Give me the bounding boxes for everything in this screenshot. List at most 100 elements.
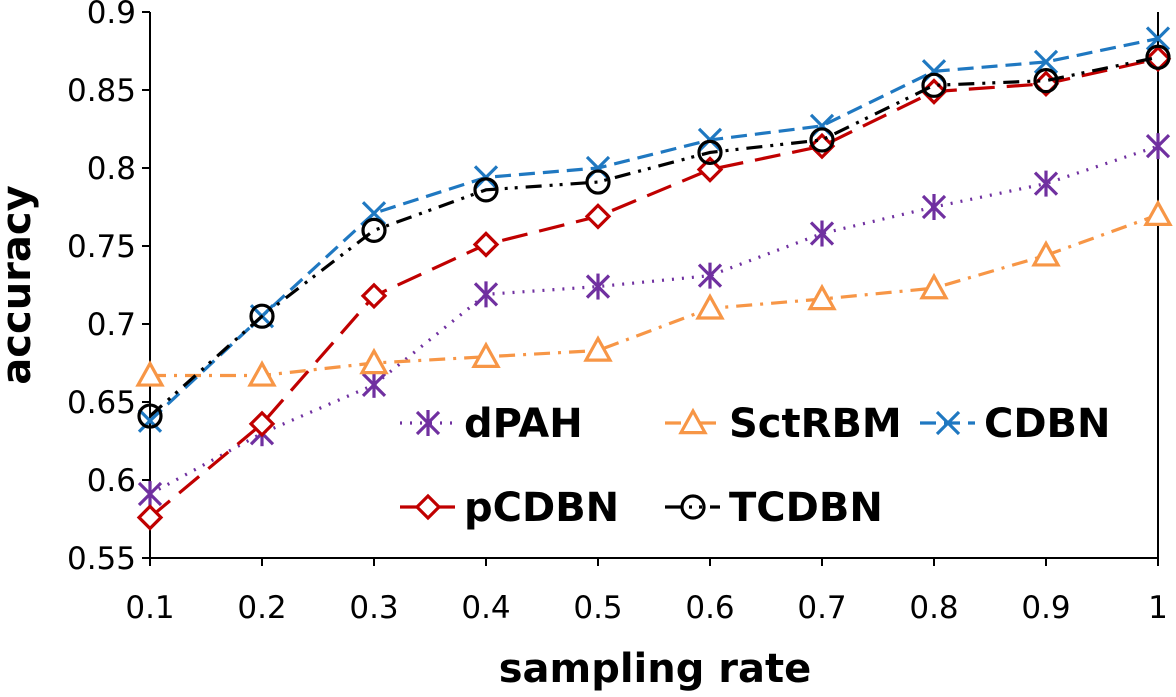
legend-label: pCDBN xyxy=(464,485,619,531)
y-tick-label: 0.75 xyxy=(67,229,136,265)
data-point xyxy=(249,303,275,329)
data-point xyxy=(1145,44,1171,70)
marker-shape xyxy=(248,410,276,438)
data-point xyxy=(697,262,723,289)
x-tick-label: 0.2 xyxy=(237,590,286,626)
x-tick-label: 1 xyxy=(1148,590,1168,626)
data-point xyxy=(361,217,387,243)
series-dpah xyxy=(137,133,1171,508)
data-point xyxy=(1033,68,1059,94)
data-point xyxy=(359,347,389,375)
data-point xyxy=(809,220,835,247)
x-tick-label: 0.3 xyxy=(349,590,398,626)
legend-label: TCDBN xyxy=(729,485,883,531)
data-point xyxy=(584,203,612,230)
data-point xyxy=(137,408,163,433)
data-point xyxy=(1033,170,1059,197)
data-point xyxy=(135,360,165,387)
legend-label: dPAH xyxy=(464,401,583,447)
data-point xyxy=(137,403,163,429)
data-point xyxy=(1033,49,1059,75)
data-point xyxy=(921,194,947,220)
data-point xyxy=(472,231,500,258)
legend-item-cdbn: CDBN xyxy=(920,401,1111,447)
series-layer xyxy=(135,26,1173,531)
data-point xyxy=(471,341,501,368)
series-line xyxy=(148,55,1159,418)
y-tick-label: 0.9 xyxy=(87,0,136,31)
marker-shape xyxy=(359,347,389,375)
y-tick-label: 0.7 xyxy=(87,307,136,343)
marker-shape xyxy=(583,335,613,362)
marker-shape xyxy=(360,282,388,310)
data-point xyxy=(809,127,835,153)
data-point xyxy=(583,335,613,362)
y-axis: 0.55 0.6 0.65 0.7 0.75 0.8 0.85 0.9 xyxy=(67,0,150,577)
marker-shape xyxy=(678,407,708,435)
marker-shape xyxy=(135,360,165,387)
marker-shape xyxy=(137,403,163,429)
marker-shape xyxy=(473,177,499,203)
legend-item-sctrbm: SctRBM xyxy=(665,401,902,447)
marker-shape xyxy=(697,139,723,165)
marker-shape xyxy=(1033,68,1059,94)
x-axis: 0.1 0.2 0.3 0.4 0.5 0.6 0.7 0.8 0.9 1 xyxy=(125,558,1168,626)
x-tick-label: 0.5 xyxy=(573,590,622,626)
x-tick-label: 0.6 xyxy=(685,590,734,626)
marker-shape xyxy=(247,360,277,387)
marker-shape xyxy=(1145,44,1171,70)
y-tick-label: 0.55 xyxy=(67,541,136,577)
marker-shape xyxy=(471,341,501,368)
series-tcdbn xyxy=(137,44,1171,429)
x-tick-label: 0.4 xyxy=(461,590,510,626)
series-line xyxy=(148,57,1159,519)
legend-item-dpah: dPAH xyxy=(400,401,583,447)
data-point xyxy=(136,504,164,531)
legend-label: SctRBM xyxy=(729,401,902,447)
marker-shape xyxy=(807,283,837,311)
marker-shape xyxy=(1031,240,1061,267)
y-tick-label: 0.65 xyxy=(67,385,136,421)
data-point xyxy=(1031,240,1061,267)
y-tick-label: 0.8 xyxy=(87,151,136,187)
data-point xyxy=(1143,199,1173,226)
marker-shape xyxy=(696,156,724,183)
marker-shape xyxy=(1143,199,1173,226)
marker-shape xyxy=(414,493,442,521)
series-line xyxy=(149,144,1159,496)
marker-shape xyxy=(136,504,164,531)
legend-item-tcdbn: TCDBN xyxy=(665,485,883,531)
data-point xyxy=(1145,133,1171,160)
marker-shape xyxy=(809,127,835,153)
data-point xyxy=(473,177,499,203)
data-point xyxy=(919,272,949,300)
marker-shape xyxy=(584,203,612,230)
marker-shape xyxy=(249,303,275,329)
data-point xyxy=(807,283,837,311)
data-point xyxy=(696,156,724,183)
marker-stroke xyxy=(1145,26,1171,51)
marker-shape xyxy=(680,494,706,520)
marker-shape xyxy=(361,217,387,243)
x-tick-label: 0.1 xyxy=(125,590,174,626)
x-tick-label: 0.8 xyxy=(909,590,958,626)
legend-label: CDBN xyxy=(984,401,1111,447)
data-point xyxy=(695,293,725,320)
data-point xyxy=(361,371,387,398)
data-point xyxy=(585,169,611,195)
series-line xyxy=(150,213,1159,378)
x-tick-label: 0.9 xyxy=(1021,590,1070,626)
y-tick-label: 0.6 xyxy=(87,463,136,499)
marker-shape xyxy=(921,72,947,98)
data-point xyxy=(248,410,276,438)
y-tick-label: 0.85 xyxy=(67,73,136,109)
x-axis-title: sampling rate xyxy=(499,646,812,692)
data-point xyxy=(473,281,499,308)
marker-shape xyxy=(695,293,725,320)
legend-item-pcdbn: pCDBN xyxy=(400,485,619,531)
marker-stroke xyxy=(1033,49,1059,75)
marker-shape xyxy=(919,272,949,300)
data-point xyxy=(585,273,611,300)
data-point xyxy=(921,72,947,98)
